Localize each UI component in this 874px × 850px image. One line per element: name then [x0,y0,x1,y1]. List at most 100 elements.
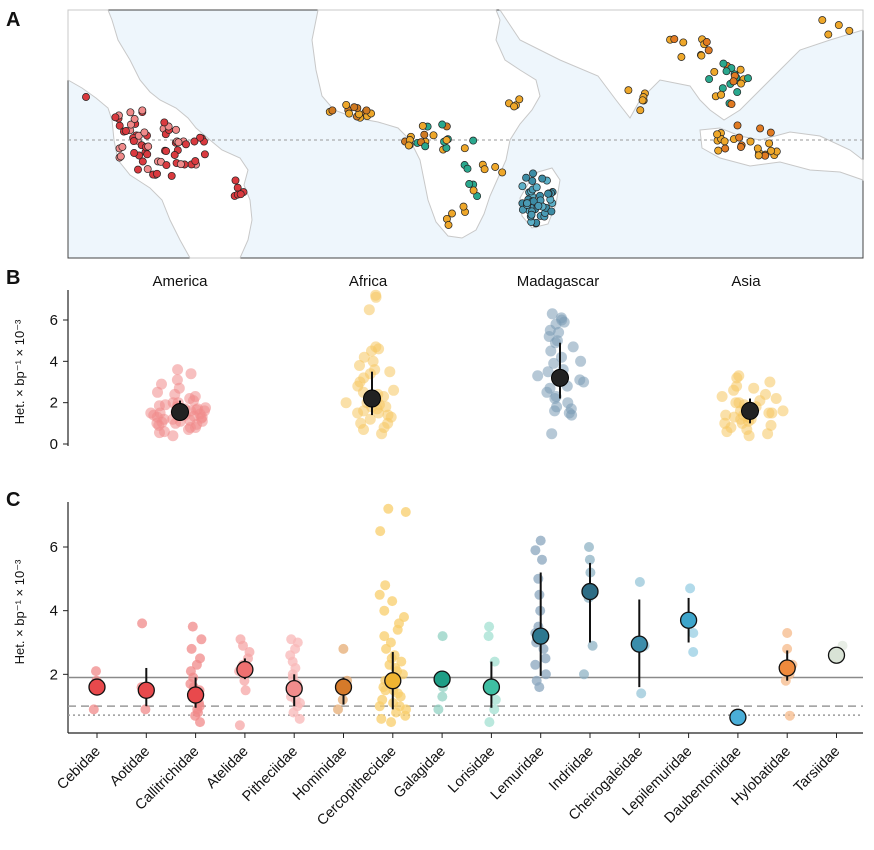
panel-c-mean-point [384,672,402,690]
panel-c-data-point [537,554,547,565]
africa-sample-point [448,209,456,218]
asia-sample-point [638,96,647,105]
africa-sample-point [404,141,413,150]
panel-c-data-point [636,688,647,699]
panel-b-data-point [760,388,771,400]
asia-sample-point [746,137,755,146]
panel-b-data-point [340,397,352,409]
panel-b-data-point [762,428,774,440]
panel-c-data-point [196,634,207,645]
asia-sample-point [722,67,731,76]
panel-b-data-point [173,382,185,394]
panel-c-data-point [137,618,148,629]
panel-c-mean-point [88,678,106,696]
america-sample-point [160,118,169,127]
africa-sample-point [469,186,478,195]
africa-sample-point [491,163,500,171]
panel-c-mean-point [729,708,747,726]
panel-b-y-ticks: 0 2 4 6 [50,312,68,453]
africa-sample-point [438,120,447,129]
panel-b-mean-point [171,402,189,421]
panel-b-ylabel: Het. × bp⁻¹ × 10⁻³ [12,319,27,424]
panel-b-y-tick-label: 0 [50,436,58,453]
panel-b-data-point [532,370,544,382]
panel-c-data-point [584,554,595,565]
panel-b-data-point [555,312,567,324]
africa-sample-point [459,202,468,211]
panel-c-data-point [400,507,411,517]
asia-sample-point [744,74,752,83]
africa-sample-point [515,95,524,104]
panel-c-data-point [186,643,197,654]
africa-sample-point [328,106,337,115]
america-sample-point [130,149,139,157]
panel-c-data-point [333,704,343,715]
asia-sample-point [765,139,774,148]
panel-b-cat-label-asia: Asia [731,273,761,290]
panel-b-data-point [544,382,556,394]
america-sample-point [138,106,147,115]
asia-sample-point [824,30,833,39]
panel-b-data-point [719,417,731,429]
africa-sample-point [421,142,430,151]
panel-b-data-point [731,380,743,392]
asia-sample-point [697,51,706,60]
america-sample-point [144,142,153,151]
madagascar-sample-point [547,207,556,216]
panel-c-data-point [782,628,793,638]
panel-c-x-tick-label: Aotidae [107,744,153,790]
panel-b-data-point [189,391,201,402]
panel-c-data-point [784,710,795,721]
africa-sample-point [473,192,482,201]
landmass-asia [499,9,864,121]
panel-c-data-point [187,621,198,632]
panel-c-data-point [584,542,594,552]
panel-c-data-point [379,631,390,642]
madagascar-sample-point [518,182,527,191]
panel-b-data-point [548,357,560,369]
panel-c-data-point [383,503,394,514]
panel-c-x-tick-label: Galagidae [391,744,449,802]
asia-sample-point [834,21,843,30]
panel-b-cat-label-america: America [152,273,208,290]
panel-c-data-point [91,666,101,677]
panel-c-data-point [185,666,196,677]
africa-sample-point [362,106,371,115]
panel-b-data-point [550,391,562,402]
panel-c-data-point [484,717,495,728]
panel-c-data-point [483,631,494,642]
panel-b-mean-point [551,368,569,387]
asia-sample-point [766,128,775,137]
madagascar-sample-point [544,189,553,198]
america-sample-point [200,150,209,159]
panel-b-y-tick-label: 4 [50,353,58,370]
america-sample-point [130,115,139,123]
america-sample-point [134,165,142,174]
asia-sample-point [718,84,727,93]
panel-c-data-point [437,631,448,642]
america-sample-point [140,128,149,137]
panel-b-data-point [720,409,732,421]
panel-c-mean-point [433,670,451,688]
panel-c-data-point [634,577,645,587]
america-sample-point [129,137,138,146]
panel-c-data-point [782,643,793,654]
asia-sample-point [717,90,726,99]
panel-b-cat-label-africa: Africa [349,273,388,290]
asia-sample-point [754,151,763,160]
panel-c-data-point [533,573,544,584]
panel-c-mean-point [482,678,501,696]
asia-sample-point [714,146,723,155]
map-sample-points [82,16,854,229]
panel-c-data-point [389,650,400,661]
asia-sample-point [727,100,736,109]
asia-sample-point [733,88,742,97]
panel-c-letter: C [6,489,20,511]
africa-sample-point [345,109,354,118]
america-sample-point [115,121,124,130]
asia-sample-point [677,53,686,61]
america-sample-point [111,113,120,122]
asia-sample-point [636,106,645,115]
america-sample-point [153,169,161,178]
panel-c-data-point [490,694,501,705]
